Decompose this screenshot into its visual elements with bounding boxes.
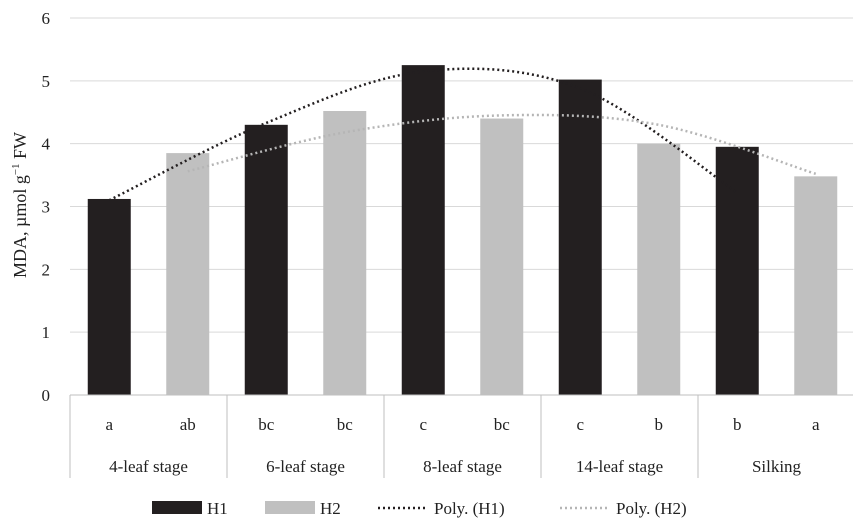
group-label: 8-leaf stage — [423, 457, 502, 476]
group-label: 6-leaf stage — [266, 457, 345, 476]
significance-letter: bc — [494, 415, 511, 434]
significance-letter: b — [733, 415, 742, 434]
bar-h2 — [323, 110, 367, 395]
bar-h1 — [87, 198, 131, 395]
significance-letter: c — [419, 415, 427, 434]
significance-letter: a — [105, 415, 113, 434]
bar-h2 — [166, 153, 210, 395]
y-tick-label: 2 — [42, 260, 51, 279]
legend-swatch-h1 — [152, 501, 202, 514]
significance-letter: a — [812, 415, 820, 434]
legend-swatch-h2 — [265, 501, 315, 514]
significance-letter: c — [576, 415, 584, 434]
significance-letter: b — [655, 415, 664, 434]
y-tick-label: 5 — [42, 72, 51, 91]
bar-h1 — [558, 79, 602, 396]
legend: H1 H2 Poly. (H1) Poly. (H2) — [152, 499, 687, 518]
group-label: 14-leaf stage — [576, 457, 663, 476]
bar-h2 — [480, 118, 524, 396]
group-label: 4-leaf stage — [109, 457, 188, 476]
legend-label: Poly. (H1) — [434, 499, 505, 518]
significance-letter: bc — [337, 415, 354, 434]
significance-letter: bc — [258, 415, 275, 434]
bar-h1 — [244, 124, 288, 396]
y-tick-label: 3 — [42, 198, 51, 217]
y-axis-label: MDA, µmol g−1 FW — [10, 132, 30, 278]
bar-h2 — [637, 143, 681, 395]
trendlines — [108, 67, 817, 202]
bar-h1 — [715, 146, 759, 395]
legend-label: Poly. (H2) — [616, 499, 687, 518]
legend-label: H1 — [207, 499, 228, 518]
group-label: Silking — [752, 457, 802, 476]
bars — [87, 65, 838, 396]
legend-label: H2 — [320, 499, 341, 518]
bar-h2 — [794, 176, 838, 395]
y-tick-label: 0 — [42, 386, 51, 405]
bar-h1 — [401, 65, 445, 395]
y-tick-label: 4 — [42, 135, 51, 154]
significance-letter: ab — [180, 415, 196, 434]
y-axis-ticks: 0 1 2 3 4 5 6 — [42, 9, 51, 405]
x-axis: a bc c c b ab bc bc b a 4-leaf stage 6-leaf stage 8-… — [69, 394, 853, 478]
y-tick-label: 6 — [42, 9, 51, 28]
y-tick-label: 1 — [42, 323, 51, 342]
